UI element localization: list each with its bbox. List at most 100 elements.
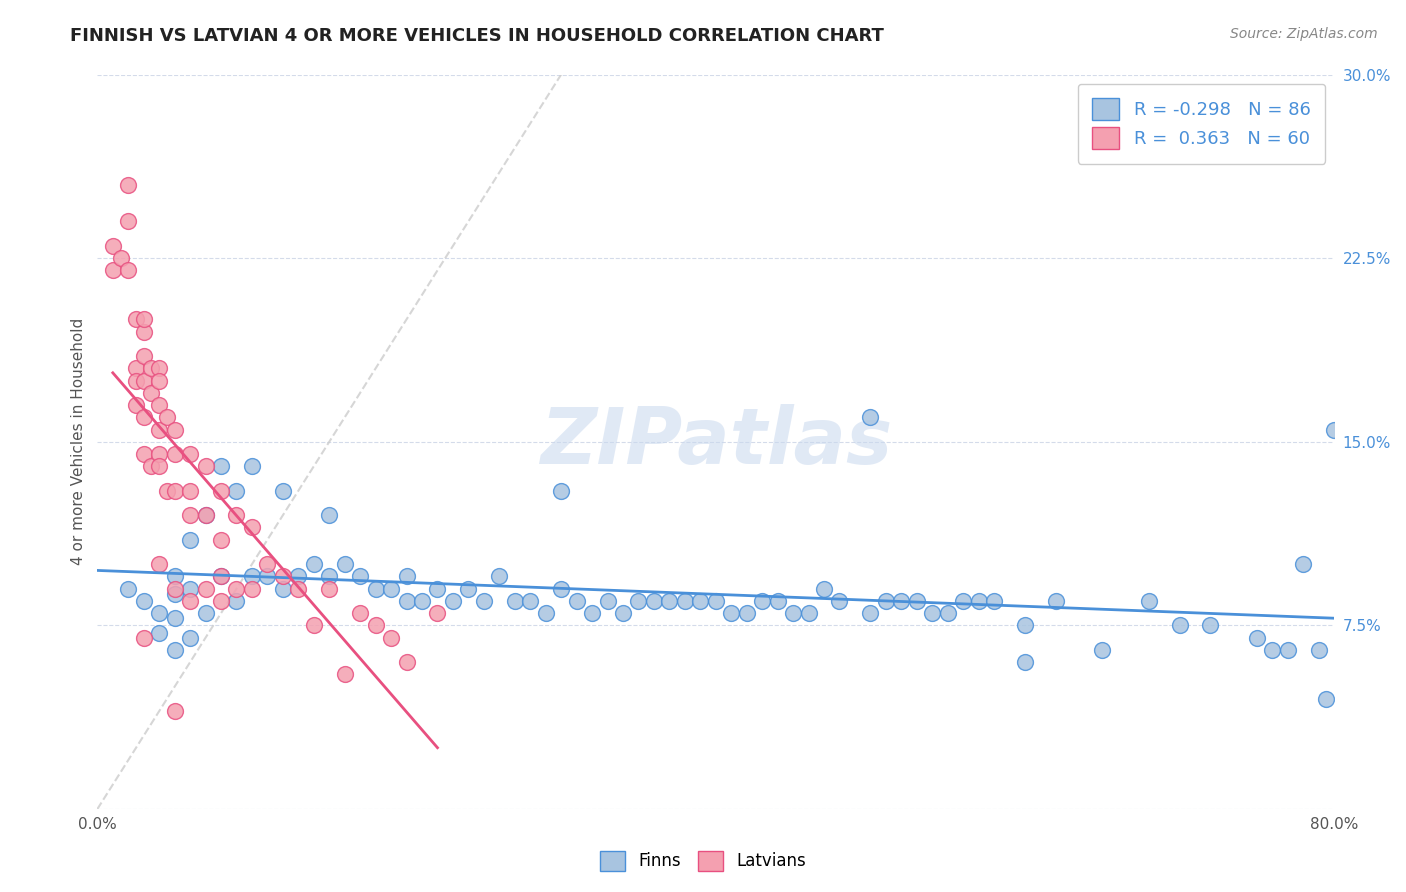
Point	[125, 398, 148, 412]
Point	[380, 631, 402, 645]
Point	[349, 606, 371, 620]
Point	[148, 606, 170, 620]
Point	[163, 483, 186, 498]
Point	[287, 582, 309, 596]
Point	[673, 594, 696, 608]
Point	[751, 594, 773, 608]
Legend: Finns, Latvians: Finns, Latvians	[592, 842, 814, 880]
Point	[117, 214, 139, 228]
Point	[952, 594, 974, 608]
Point	[550, 483, 572, 498]
Point	[148, 625, 170, 640]
Point	[596, 594, 619, 608]
Point	[148, 459, 170, 474]
Point	[720, 606, 742, 620]
Point	[1199, 618, 1222, 632]
Point	[256, 569, 278, 583]
Point	[333, 667, 356, 681]
Point	[441, 594, 464, 608]
Point	[271, 582, 294, 596]
Point	[704, 594, 727, 608]
Point	[936, 606, 959, 620]
Point	[132, 374, 155, 388]
Point	[395, 655, 418, 669]
Point	[797, 606, 820, 620]
Point	[581, 606, 603, 620]
Point	[1261, 643, 1284, 657]
Point	[132, 631, 155, 645]
Point	[1292, 558, 1315, 572]
Point	[534, 606, 557, 620]
Point	[194, 459, 217, 474]
Point	[643, 594, 665, 608]
Point	[209, 483, 232, 498]
Point	[179, 631, 201, 645]
Point	[225, 582, 247, 596]
Point	[457, 582, 479, 596]
Point	[209, 533, 232, 547]
Point	[983, 594, 1005, 608]
Point	[921, 606, 943, 620]
Point	[364, 582, 387, 596]
Point	[101, 239, 124, 253]
Point	[612, 606, 634, 620]
Point	[287, 569, 309, 583]
Point	[1137, 594, 1160, 608]
Point	[163, 569, 186, 583]
Point	[426, 582, 449, 596]
Point	[163, 611, 186, 625]
Point	[1014, 618, 1036, 632]
Point	[156, 483, 179, 498]
Point	[565, 594, 588, 608]
Point	[125, 312, 148, 326]
Point	[209, 459, 232, 474]
Point	[179, 533, 201, 547]
Point	[766, 594, 789, 608]
Point	[179, 447, 201, 461]
Point	[426, 606, 449, 620]
Point	[875, 594, 897, 608]
Point	[967, 594, 990, 608]
Point	[1045, 594, 1067, 608]
Point	[179, 582, 201, 596]
Point	[364, 618, 387, 632]
Point	[101, 263, 124, 277]
Point	[302, 618, 325, 632]
Point	[148, 374, 170, 388]
Point	[148, 398, 170, 412]
Point	[163, 582, 186, 596]
Point	[148, 558, 170, 572]
Point	[225, 508, 247, 523]
Point	[735, 606, 758, 620]
Point	[1091, 643, 1114, 657]
Point	[318, 582, 340, 596]
Point	[179, 594, 201, 608]
Point	[395, 594, 418, 608]
Point	[627, 594, 650, 608]
Point	[110, 251, 132, 265]
Point	[859, 606, 882, 620]
Point	[209, 569, 232, 583]
Point	[318, 508, 340, 523]
Point	[519, 594, 541, 608]
Point	[209, 569, 232, 583]
Point	[318, 569, 340, 583]
Point	[828, 594, 851, 608]
Point	[550, 582, 572, 596]
Point	[132, 312, 155, 326]
Point	[148, 423, 170, 437]
Point	[349, 569, 371, 583]
Point	[179, 508, 201, 523]
Point	[1315, 692, 1337, 706]
Point	[194, 508, 217, 523]
Point	[380, 582, 402, 596]
Point	[132, 349, 155, 363]
Point	[156, 410, 179, 425]
Point	[1323, 423, 1346, 437]
Point	[163, 423, 186, 437]
Point	[333, 558, 356, 572]
Point	[117, 178, 139, 192]
Point	[905, 594, 928, 608]
Point	[1014, 655, 1036, 669]
Text: Source: ZipAtlas.com: Source: ZipAtlas.com	[1230, 27, 1378, 41]
